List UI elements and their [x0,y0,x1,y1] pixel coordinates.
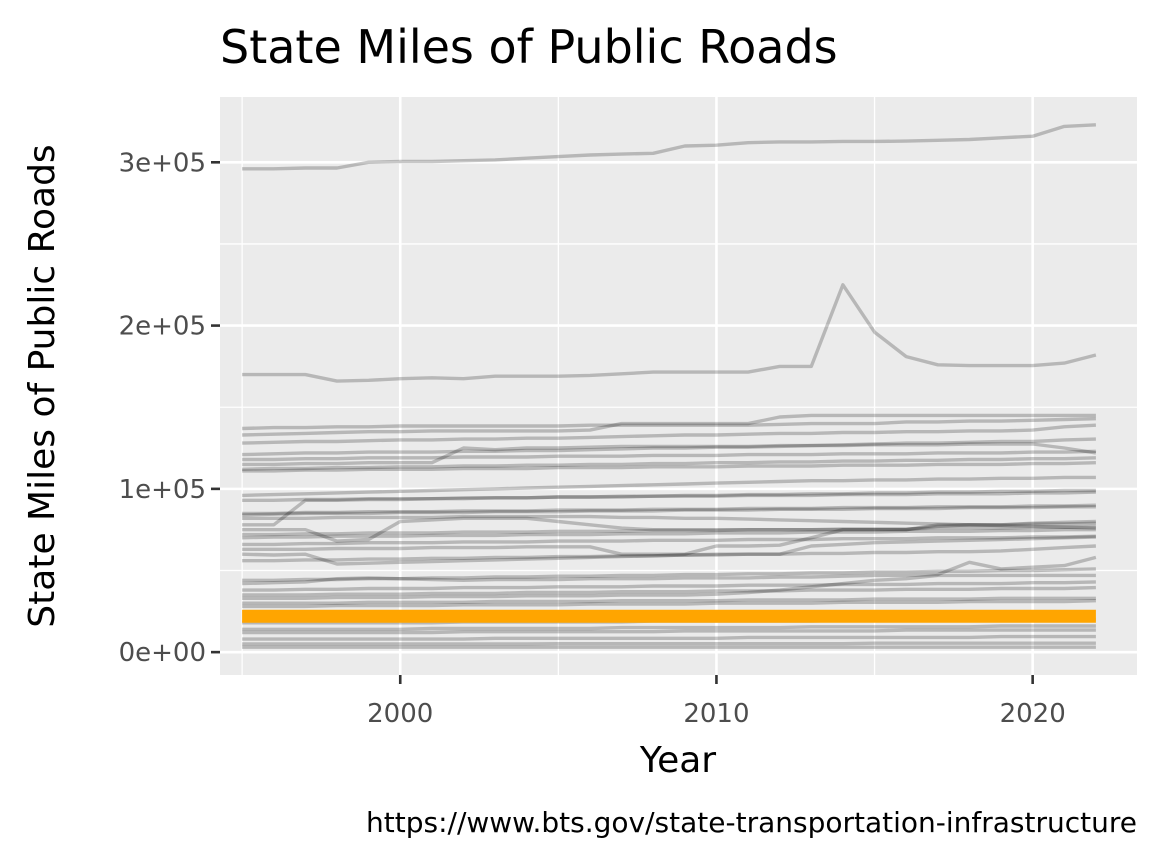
series-line-2 [242,417,1096,431]
series-line-8 [242,456,1096,471]
source-caption: https://www.bts.gov/state-transportation… [366,806,1137,839]
series-line-23 [242,567,1096,582]
series-line-21 [242,535,1096,566]
series-line-27 [242,573,1096,600]
series-line-3 [242,413,1096,437]
y-tick-labels: 0e+00 1e+05 2e+05 3e+05 [119,148,206,668]
series-line-33 [242,634,1096,641]
series-line-20 [242,521,1096,556]
series-line-32 [242,628,1096,635]
series-line-16 [242,516,1096,543]
series-line-5 [242,437,1096,457]
chart-title: State Miles of Public Roads [220,20,838,74]
x-axis-title: Year [639,740,716,781]
minor-gridlines [220,97,1137,675]
series-line-4 [242,423,1096,445]
x-tick-label-2: 2020 [1000,699,1066,729]
series-line-7 [242,442,1097,467]
series-line-13 [242,505,1096,517]
series-line-26 [242,585,1096,597]
y-tick-label-1: 1e+05 [119,475,206,505]
x-tick-label-1: 2010 [683,699,749,729]
axis-ticks [211,161,1034,684]
series-line-17 [242,524,1096,537]
series-line-0 [242,123,1096,171]
series-line-12 [242,503,1096,516]
series-line-1 [242,283,1097,383]
y-tick-label-2: 2e+05 [119,312,206,342]
series-line-25 [242,580,1096,592]
series-line-10 [242,475,1096,498]
major-gridlines [220,97,1137,675]
series-line-9 [242,461,1096,473]
series-line-29 [242,599,1096,609]
series-line-19 [242,534,1096,547]
y-tick-label-3: 3e+05 [119,148,206,178]
series-line-18 [242,528,1096,540]
series-line-11 [242,490,1096,502]
series-line-31 [242,624,1096,631]
series-line-24 [242,555,1097,586]
y-axis-title: State Miles of Public Roads [22,144,63,627]
plot-panel [220,97,1137,675]
series-line-28 [242,596,1096,605]
x-tick-label-0: 2000 [367,699,433,729]
series-line-6 [242,449,1096,462]
series-line-34 [242,641,1096,646]
series-line-15 [242,488,1096,527]
x-tick-labels: 2000 2010 2020 [367,699,1066,729]
y-tick-label-0: 0e+00 [119,638,206,668]
series-line-22 [242,544,1096,563]
series-line-14 [242,514,1096,530]
